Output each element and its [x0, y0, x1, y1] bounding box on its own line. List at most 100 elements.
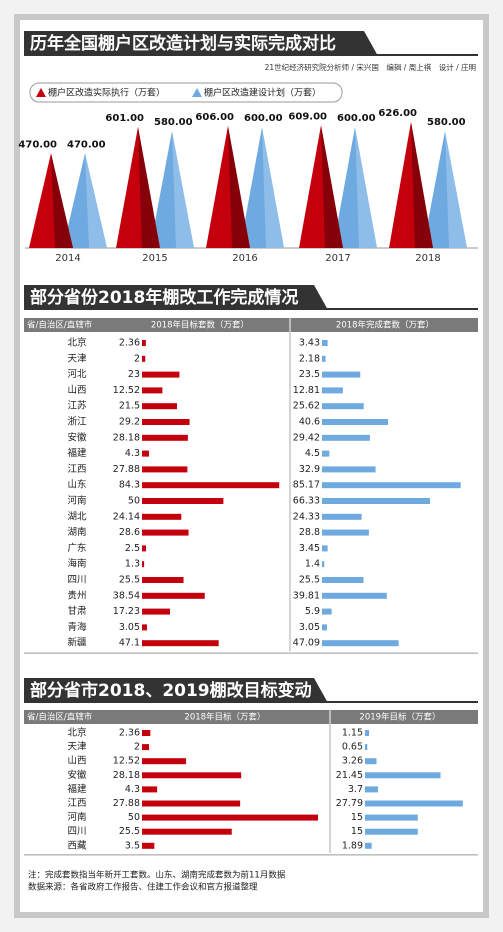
value-label: 0.65: [342, 742, 363, 753]
note: 数据来源：各省政府工作报告、住建工作会议和官方报道整理: [28, 882, 258, 893]
column-header: 省/自治区/直辖市: [27, 712, 93, 723]
category-label: 湖北: [67, 511, 87, 522]
bar: [365, 800, 463, 807]
bar: [142, 340, 146, 346]
value-label: 3.43: [299, 338, 320, 349]
value-label: 27.88: [113, 464, 140, 475]
bar: [322, 403, 364, 410]
bar: [142, 828, 232, 835]
value-label: 27.88: [113, 798, 140, 809]
value-label: 29.2: [119, 417, 140, 428]
category-label: 山东: [67, 479, 86, 491]
title-bar: [24, 31, 378, 56]
bar: [365, 744, 368, 751]
value-label: 4.3: [125, 448, 140, 459]
value-label: 3.7: [348, 784, 363, 795]
value-label: 47.09: [293, 638, 320, 649]
bar: [322, 513, 362, 520]
category-label: 甘肃: [67, 605, 86, 617]
category-label: 北京: [67, 727, 86, 739]
value-label: 2.36: [119, 728, 140, 739]
value-label: 1.89: [342, 840, 363, 851]
value-label: 2: [134, 353, 140, 364]
bar: [142, 387, 163, 394]
bar: [322, 608, 332, 615]
bar: [322, 371, 361, 378]
category-label: 河南: [67, 495, 86, 507]
header-row: [24, 710, 478, 724]
bar: [322, 640, 399, 647]
category-label: 广东: [67, 542, 86, 554]
value-label: 50: [128, 496, 140, 507]
value-label: 12.81: [293, 385, 320, 396]
value-label: 600.00: [244, 113, 283, 124]
section-title: 部分省份2018年棚改工作完成情况: [30, 287, 298, 308]
bar: [142, 561, 145, 568]
category-label: 山西: [67, 385, 86, 396]
column-header: 省/自治区/直辖市: [27, 320, 93, 331]
value-label: 470.00: [67, 139, 106, 150]
triangle-shade: [445, 131, 467, 248]
category-label: 贵州: [67, 589, 86, 601]
bar: [322, 482, 461, 489]
bar: [142, 608, 171, 615]
legend-marker: [192, 88, 202, 97]
bar: [322, 529, 369, 536]
bar: [322, 355, 326, 362]
value-label: 3.45: [299, 543, 320, 554]
bar: [142, 513, 182, 520]
bar: [142, 744, 150, 751]
column-header: 2018年完成套数（万套）: [336, 320, 434, 331]
triangle-shade: [228, 125, 250, 248]
value-label: 39.81: [293, 590, 320, 601]
value-label: 5.9: [305, 606, 320, 617]
bar: [142, 640, 219, 647]
bar: [365, 758, 377, 765]
value-label: 38.54: [113, 590, 140, 601]
value-label: 12.52: [113, 385, 140, 396]
value-label: 2.5: [125, 543, 140, 554]
bar: [142, 419, 190, 425]
bar: [365, 828, 418, 835]
x-tick-label: 2016: [232, 253, 257, 264]
category-label: 河北: [67, 368, 87, 380]
value-label: 4.5: [305, 448, 320, 459]
bar: [365, 842, 372, 849]
triangle-shade: [51, 153, 73, 248]
value-label: 2.18: [299, 353, 320, 364]
category-label: 福建: [67, 447, 87, 459]
value-label: 580.00: [427, 117, 466, 128]
value-label: 28.8: [299, 527, 320, 538]
value-label: 15: [351, 812, 363, 823]
triangle-shade: [321, 125, 343, 248]
column-header: 2019年目标（万套）: [359, 712, 440, 723]
legend-label: 棚户区改造建设计划（万套）: [204, 87, 321, 99]
bar: [142, 772, 242, 779]
column-header: 2018年目标（万套）: [184, 712, 265, 723]
bar: [142, 842, 155, 849]
category-label: 西藏: [67, 839, 87, 851]
bar: [322, 498, 430, 504]
bar: [142, 577, 184, 583]
title-bar: [24, 678, 328, 703]
triangle-shade: [411, 121, 433, 248]
value-label: 23: [128, 369, 140, 380]
value-label: 25.62: [293, 401, 320, 412]
value-label: 47.1: [119, 638, 140, 649]
bar: [365, 730, 370, 736]
value-label: 1.4: [305, 559, 320, 570]
bar: [142, 403, 177, 410]
category-label: 安徽: [67, 431, 87, 443]
value-label: 28.18: [113, 770, 140, 781]
value-label: 27.79: [336, 798, 363, 809]
bar: [142, 434, 188, 441]
category-label: 河南: [67, 811, 86, 823]
value-label: 84.3: [119, 480, 140, 491]
value-label: 17.23: [113, 606, 140, 617]
value-label: 25.5: [119, 575, 140, 586]
value-label: 2.36: [119, 338, 140, 349]
bar: [322, 387, 343, 394]
bar: [365, 814, 418, 821]
legend-label: 棚户区改造实际执行（万套）: [48, 87, 165, 99]
value-label: 66.33: [293, 496, 320, 507]
